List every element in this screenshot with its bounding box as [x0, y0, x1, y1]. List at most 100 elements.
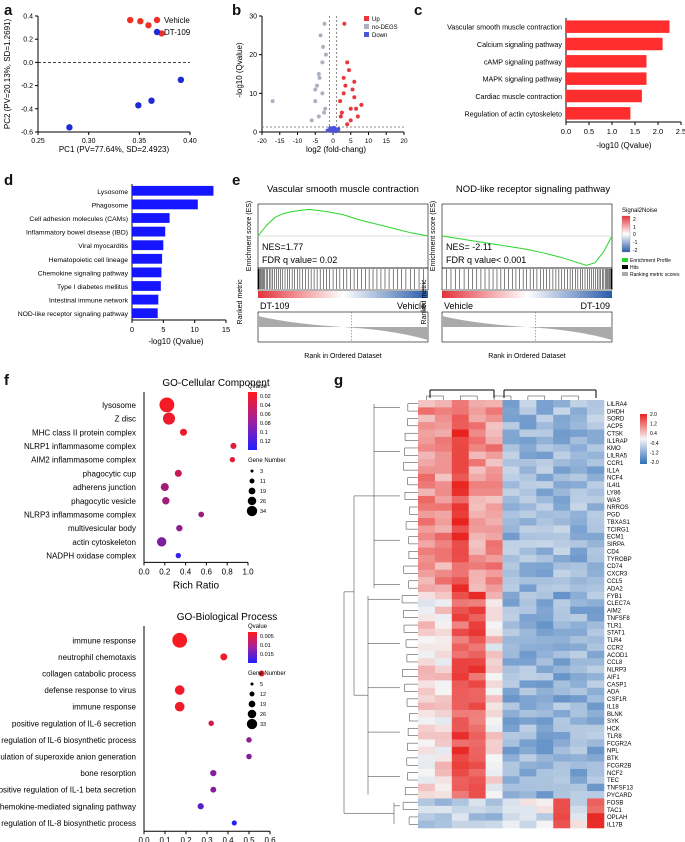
- gsea-ylabel: Enrichment score (ES): [246, 201, 253, 271]
- go-term-label: collagen catabolic process: [42, 670, 136, 679]
- heatmap-cell: [587, 761, 605, 770]
- heatmap-cell: [519, 554, 537, 563]
- heatmap-cell: [519, 658, 537, 666]
- heatmap-cell: [587, 400, 605, 408]
- heatmap-cell: [434, 732, 453, 740]
- heatmap-cell: [485, 709, 503, 718]
- go-term-label: immune response: [72, 636, 136, 645]
- heatmap-cell: [553, 702, 571, 711]
- heatmap-cell: [468, 702, 486, 711]
- heatmap-cell: [502, 621, 520, 630]
- heatmap-cell: [536, 429, 554, 438]
- go-term-label: positive regulation of IL-1 beta secreti…: [0, 786, 136, 795]
- heatmap-cell: [502, 599, 520, 607]
- heatmap-gene-label: OPLAH: [607, 815, 627, 821]
- heatmap-cell: [418, 436, 436, 445]
- heatmap-cell: [451, 761, 470, 770]
- heatmap-cell: [553, 599, 571, 607]
- heatmap-cell: [468, 614, 486, 622]
- heatmap-cell: [570, 400, 588, 408]
- heatmap-cell: [434, 466, 453, 475]
- heatmap-cell: [587, 436, 605, 445]
- heatmap-cell: [519, 466, 537, 475]
- heatmap-cell: [587, 636, 605, 644]
- heatmap-cell: [502, 422, 520, 430]
- heatmap-cell: [485, 473, 503, 482]
- heatmap-cell: [468, 488, 486, 497]
- gsea-left-group: Vehicle: [444, 301, 473, 311]
- panel-a-xtick-label: 0.40: [183, 138, 197, 145]
- heatmap-cell: [553, 591, 571, 600]
- heatmap-cell: [536, 820, 554, 829]
- go-xlabel: Rich Ratio: [173, 580, 220, 591]
- heatmap-cell: [502, 466, 520, 475]
- heatmap-cell: [519, 636, 537, 644]
- heatmap-cell: [587, 599, 605, 607]
- heatmap-cell: [502, 658, 520, 666]
- gsea-colorbar-title: Signal2Noise: [622, 208, 658, 214]
- heatmap-cell: [418, 754, 436, 762]
- heatmap-cell: [519, 481, 537, 489]
- heatmap-cell: [553, 680, 571, 689]
- heatmap-cell: [587, 495, 605, 504]
- panel-label-g: g: [334, 372, 344, 389]
- heatmap-cell: [519, 628, 537, 637]
- heatmap-cell: [536, 658, 554, 666]
- go-bubble: [208, 720, 214, 727]
- go-bubble: [162, 497, 170, 505]
- heatmap-cell: [418, 569, 436, 578]
- heatmap-cell: [587, 783, 605, 792]
- panel-a-pca-plot: -0.6 -0.4 -0.2 0.0 0.2 0.4 0.25 0.30 0.35 0.40 P…: [3, 14, 197, 155]
- heatmap-cell: [553, 473, 571, 482]
- heatmap-cell: [485, 650, 503, 659]
- heatmap-cell: [502, 547, 520, 556]
- go-term-label: bone resorption: [80, 769, 136, 778]
- go-size-legend-dot: [249, 691, 255, 697]
- heatmap-cell: [468, 444, 486, 452]
- heatmap-cell: [553, 791, 571, 799]
- volcano-point-up: [338, 99, 343, 104]
- heatmap-cell: [587, 414, 605, 423]
- heatmap-cell: [502, 746, 520, 755]
- heatmap-cell: [519, 621, 537, 630]
- heatmap-cell: [451, 466, 470, 475]
- heatmap-cell: [587, 754, 605, 762]
- panel-e-gsea-plots: Vascular smooth muscle contraction NES=1.…: [237, 184, 680, 360]
- heatmap-cell: [468, 606, 486, 615]
- heatmap-cell: [485, 621, 503, 630]
- volcano-point-down: [309, 118, 314, 123]
- heatmap-cell: [485, 798, 503, 807]
- heatmap-cell: [418, 414, 436, 423]
- heatmap-cell: [434, 444, 453, 452]
- heatmap-cell: [468, 569, 486, 578]
- go-bubble: [210, 769, 217, 777]
- heatmap-cell: [451, 820, 470, 829]
- heatmap-cell: [519, 495, 537, 504]
- heatmap-cell: [468, 820, 486, 829]
- heatmap-cell: [468, 776, 486, 785]
- panel-c-xtick-label: 0.0: [561, 127, 571, 136]
- heatmap-cell: [485, 436, 503, 445]
- heatmap-cell: [519, 525, 537, 534]
- heatmap-cell: [570, 724, 588, 733]
- go-size-legend-dot: [250, 682, 254, 686]
- heatmap-cell: [451, 732, 470, 740]
- heatmap-colorbar: [640, 414, 647, 464]
- heatmap-cell: [485, 495, 503, 504]
- heatmap-cell: [519, 650, 537, 659]
- heatmap-cell: [570, 820, 588, 829]
- heatmap-cell: [468, 754, 486, 762]
- heatmap-cell: [502, 532, 520, 541]
- legend-marker-nodegs: [364, 24, 369, 29]
- heatmap-cell: [502, 591, 520, 600]
- heatmap-cell: [536, 768, 554, 777]
- heatmap-cell: [451, 569, 470, 578]
- heatmap-cell: [485, 813, 503, 821]
- heatmap-cell: [451, 805, 470, 814]
- heatmap-cell: [418, 510, 436, 519]
- volcano-point-down: [322, 21, 327, 26]
- heatmap-colorbar-tick: 0.4: [650, 431, 657, 437]
- heatmap-cell: [502, 636, 520, 644]
- heatmap-cell: [536, 643, 554, 652]
- heatmap-cell: [570, 451, 588, 460]
